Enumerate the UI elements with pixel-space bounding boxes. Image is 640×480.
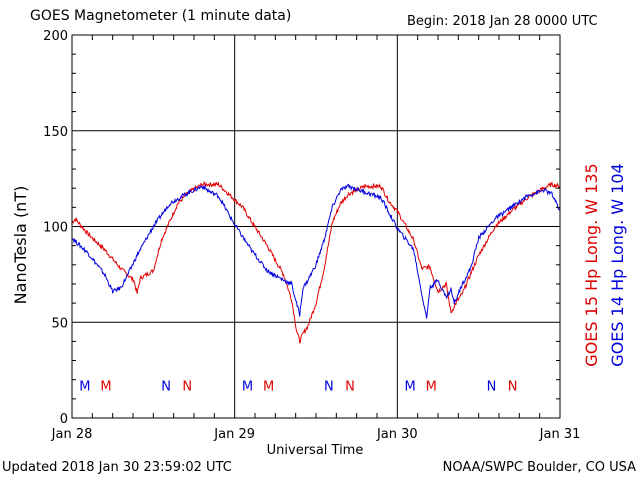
axis-layer: 0 50 100 150 200 Jan 28 Jan 29 Jan 30 Jan 31 <box>43 29 580 442</box>
y-tick-label: 200 <box>43 29 68 44</box>
begin-time: Begin: 2018 Jan 28 0000 UTC <box>407 14 598 29</box>
x-tick-label: Jan 29 <box>213 427 255 442</box>
chart-title: GOES Magnetometer (1 minute data) <box>30 8 292 24</box>
local-time-marker: N <box>161 379 171 394</box>
series-line-1 <box>71 183 561 319</box>
local-time-marker: N <box>487 379 497 394</box>
y-tick-label: 100 <box>43 221 68 236</box>
y-tick-label: 0 <box>60 412 68 427</box>
legend-series-goes15: GOES 15 Hp Long. W 135 <box>582 163 601 366</box>
credit-text: NOAA/SWPC Boulder, CO USA <box>442 460 636 475</box>
y-tick-label: 50 <box>51 316 68 331</box>
series-line-0 <box>71 180 561 344</box>
y-tick-label: 150 <box>43 125 68 140</box>
legend-series-goes14: GOES 14 Hp Long. W 104 <box>608 163 627 366</box>
local-time-marker: N <box>508 379 518 394</box>
local-time-marker: N <box>324 379 334 394</box>
x-tick-label: Jan 30 <box>376 427 418 442</box>
local-time-marker: N <box>182 379 192 394</box>
local-time-marker: M <box>263 379 274 394</box>
x-tick-label: Jan 28 <box>51 427 93 442</box>
local-time-marker: N <box>345 379 355 394</box>
y-axis-label: NanoTesla (nT) <box>11 186 30 305</box>
series-layer <box>71 180 561 344</box>
local-time-marker: M <box>426 379 437 394</box>
x-tick-label: Jan 31 <box>539 427 581 442</box>
local-time-marker: M <box>242 379 253 394</box>
updated-time: Updated 2018 Jan 30 23:59:02 UTC <box>2 460 232 475</box>
local-time-marker: M <box>405 379 416 394</box>
local-time-marker: M <box>79 379 90 394</box>
local-time-marker: M <box>100 379 111 394</box>
x-axis-label: Universal Time <box>267 443 364 458</box>
